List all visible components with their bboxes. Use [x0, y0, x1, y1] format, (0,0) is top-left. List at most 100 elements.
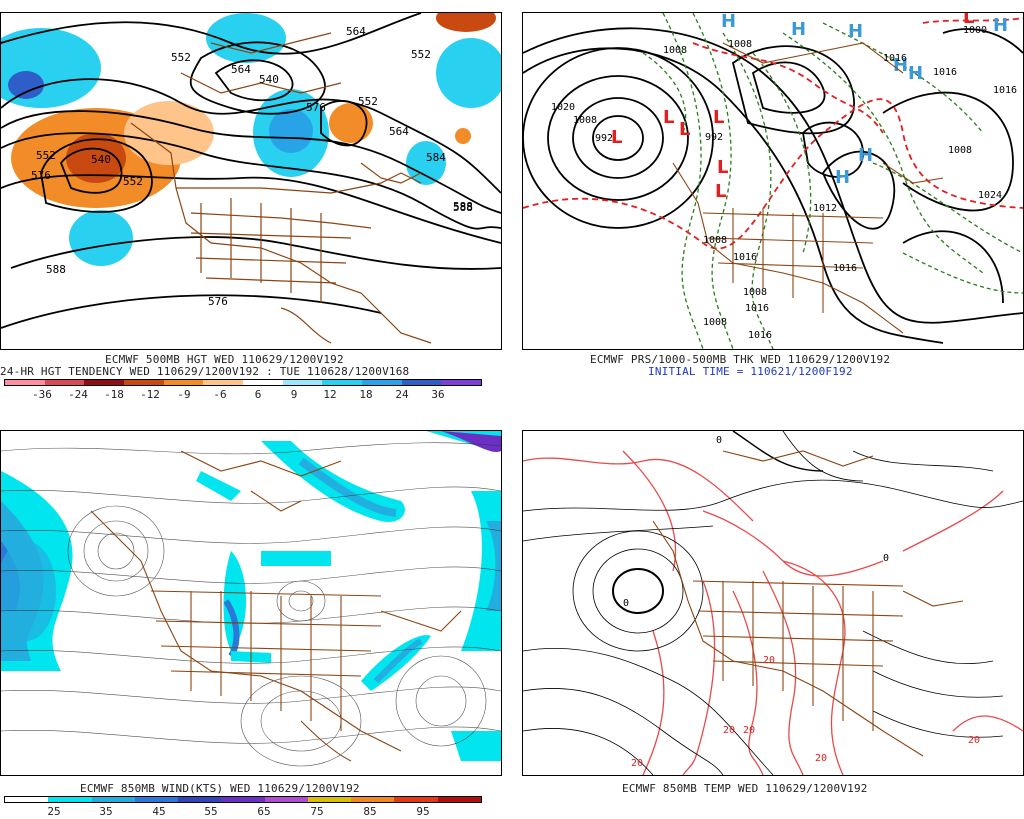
temp-label: 0 — [623, 598, 629, 609]
colorbar-swatch — [282, 380, 323, 385]
colorbar-tick: -18 — [104, 388, 124, 401]
map-boundaries — [90, 450, 462, 762]
contour-label: 564 — [346, 25, 366, 38]
map-850mb-wind — [1, 431, 501, 767]
isobar-label: 992 — [705, 132, 723, 143]
temp-label: 20 — [763, 655, 775, 666]
colorbar-swatch — [264, 797, 308, 802]
colorbar-swatch — [307, 797, 352, 802]
temp-label: 0 — [716, 435, 722, 446]
colorbar-tick-labels: -36 -24 -18 -12 -9 -6 6 9 12 18 24 36 — [4, 388, 482, 402]
colorbar-tick: 6 — [254, 388, 262, 401]
isobar-label: 1008 — [703, 317, 727, 328]
colorbar-swatch — [203, 380, 244, 385]
colorbar-swatch — [362, 380, 402, 385]
thickness-546-line — [523, 17, 1023, 250]
contour-label: 552 — [411, 48, 431, 61]
temp-label: 20 — [631, 758, 643, 769]
isobar-label: 1008 — [663, 45, 687, 56]
contour-label: 552 — [36, 149, 56, 162]
map-pressure-thickness: H H H H H H H H L L L L L L L 1020 1008 … — [523, 13, 1023, 349]
high-center-marker: H — [721, 13, 736, 32]
temp-label: 20 — [815, 753, 827, 764]
caption-initial-time: INITIAL TIME = 110621/1200F192 — [648, 365, 853, 378]
colorbar-tick: -9 — [177, 388, 191, 401]
streamlines — [1, 442, 501, 767]
panel-850mb-wind — [0, 430, 502, 776]
contour-labels: 552 564 552 564 540 552 576 564 540 552 … — [31, 25, 473, 308]
isobar-label: 1016 — [748, 330, 772, 341]
colorbar-tick: -6 — [213, 388, 227, 401]
high-center-marker: H — [858, 145, 873, 166]
high-center-marker: H — [993, 15, 1008, 36]
panel-500mb-height-tendency: 552 564 552 564 540 552 576 564 540 552 … — [0, 12, 502, 350]
contour-label: 588 — [453, 201, 473, 214]
low-center-marker: L — [679, 119, 690, 140]
high-center-marker: H — [835, 167, 850, 188]
caption-850mb-temp: ECMWF 850MB TEMP WED 110629/1200V192 — [622, 782, 868, 795]
colorbar-tick: 55 — [204, 805, 218, 818]
colorbar-tick: 85 — [363, 805, 377, 818]
isobar-label: 1008 — [703, 235, 727, 246]
isobar-label: 1008 — [728, 39, 752, 50]
colorbar-swatch — [124, 380, 164, 385]
colorbar-tick: 65 — [257, 805, 271, 818]
colorbar-tick: 12 — [323, 388, 337, 401]
colorbar-tick: -36 — [32, 388, 52, 401]
colorbar-height-tendency — [4, 379, 482, 386]
colorbar-swatch — [84, 380, 125, 385]
temp-label: 20 — [723, 725, 735, 736]
colorbar-tick-labels: 25 35 45 55 65 75 85 95 — [4, 805, 482, 819]
temp-label: 20 — [968, 735, 980, 746]
contour-label: 552 — [123, 175, 143, 188]
colorbar-swatch — [48, 797, 92, 802]
map-boundaries — [130, 32, 432, 344]
high-center-marker: H — [791, 19, 806, 40]
isobar-label: 1020 — [551, 102, 575, 113]
isobar-label: 1008 — [948, 145, 972, 156]
high-center-marker: H — [893, 55, 908, 76]
colorbar-swatch — [134, 797, 179, 802]
isobar-labels: 1020 1008 1008 1008 992 992 1016 1016 10… — [551, 25, 1017, 341]
pressure-centers: H H H H H H H H L L L L L L L — [611, 13, 1008, 202]
isobar-label: 1016 — [933, 67, 957, 78]
colorbar-tick: -12 — [140, 388, 160, 401]
contour-label: 540 — [259, 73, 279, 86]
isobar-label: 1016 — [883, 53, 907, 64]
low-center-marker: L — [717, 157, 728, 178]
contour-label: 576 — [208, 295, 228, 308]
cool-temp-contours — [523, 431, 1023, 775]
isobar-label: 1016 — [993, 85, 1017, 96]
temp-label: 0 — [883, 553, 889, 564]
colorbar-swatch — [178, 797, 222, 802]
contour-label: 552 — [358, 95, 378, 108]
high-center-marker: H — [908, 63, 923, 84]
isobar-label: 1008 — [743, 287, 767, 298]
isobar-label: 1000 — [963, 25, 987, 36]
contour-label: 576 — [306, 101, 326, 114]
colorbar-swatch — [221, 797, 265, 802]
contour-label: 584 — [426, 151, 446, 164]
colorbar-swatch — [163, 380, 204, 385]
map-boundaries — [652, 450, 964, 757]
tendency-fills — [1, 13, 501, 266]
temp-label: 20 — [743, 725, 755, 736]
contour-label: 588 — [453, 200, 473, 213]
isobar-label: 1016 — [745, 303, 769, 314]
height-contours — [1, 13, 501, 329]
colorbar-swatch — [5, 797, 49, 802]
warm-temp-contours — [523, 450, 1023, 775]
isobar-label: 1016 — [833, 263, 857, 274]
isobar-label: 992 — [595, 133, 613, 144]
thickness-contours — [642, 13, 1023, 349]
temp-contour-labels: 0 0 0 20 20 20 20 20 20 — [623, 435, 980, 769]
colorbar-swatch — [5, 380, 45, 385]
contour-label: 540 — [91, 153, 111, 166]
contour-label: 564 — [389, 125, 409, 138]
caption-height-tendency: 24-HR HGT TENDENCY WED 110629/1200V192 :… — [0, 365, 410, 378]
colorbar-tick: 95 — [416, 805, 430, 818]
colorbar-tick: 75 — [310, 805, 324, 818]
colorbar-tick: -24 — [68, 388, 88, 401]
high-center-marker: H — [848, 21, 863, 42]
colorbar-swatch — [437, 797, 481, 802]
